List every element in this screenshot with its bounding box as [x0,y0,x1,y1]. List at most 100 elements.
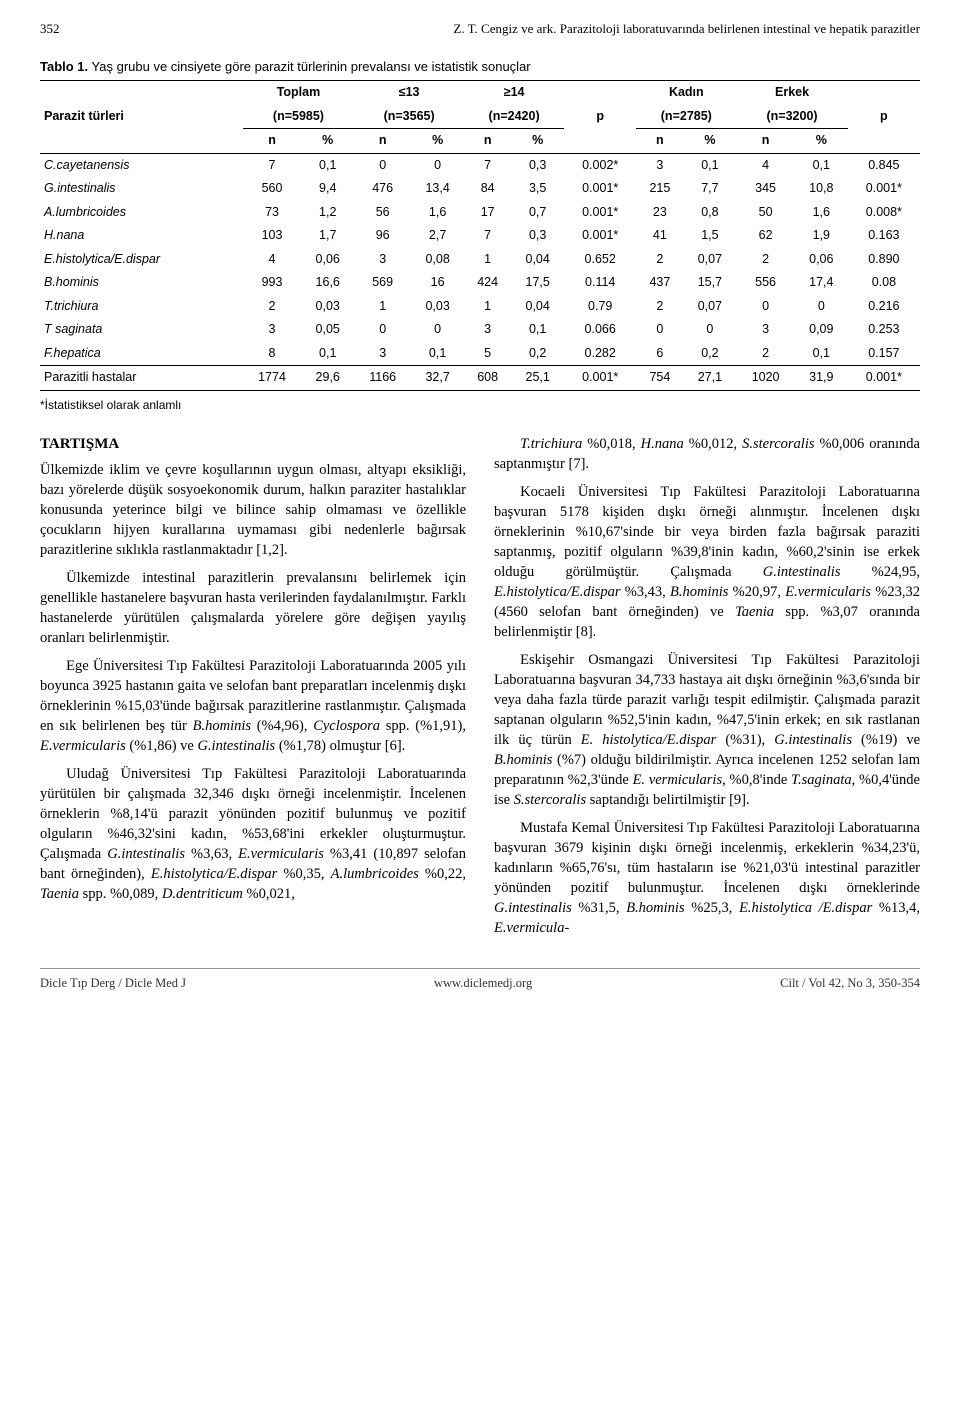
table-cell: 7 [464,224,511,248]
hdr-ge14: ≥14 [464,81,564,105]
table-cell: 1774 [243,366,302,391]
table-cell: 0.216 [848,295,920,319]
hdr-p2: p [848,81,920,154]
table-cell: 8 [243,342,302,366]
hdr-female-n: (n=2785) [636,105,736,129]
table-cell: 476 [354,177,411,201]
table-cell: 0,03 [411,295,464,319]
table-row: C.cayetanensis70,10070,30.002*30,140,10.… [40,153,920,177]
table-row: Parazitli hastalar177429,6116632,760825,… [40,366,920,391]
table-row: E.histolytica/E.dispar40,0630,0810,040.6… [40,248,920,272]
table-cell: 3 [354,342,411,366]
table-row: B.hominis99316,65691642417,50.11443715,7… [40,271,920,295]
table-cell: 50 [736,201,795,225]
table-cell: 0.08 [848,271,920,295]
table-cell: 0,07 [683,295,736,319]
species-name: Parazitli hastalar [40,366,243,391]
table-cell: 16,6 [301,271,354,295]
table-cell: 0 [411,318,464,342]
hdr-p1: p [564,81,636,154]
table-cell: 0.002* [564,153,636,177]
table-cell: 1,6 [411,201,464,225]
footer-left: Dicle Tıp Derg / Dicle Med J [40,975,186,993]
table-cell: 0,04 [511,295,564,319]
discussion-columns: TARTIŞMA Ülkemizde iklim ve çevre koşull… [40,434,920,938]
table-cell: 0.845 [848,153,920,177]
footer-center: www.diclemedj.org [434,975,532,993]
sub-n: n [243,129,302,154]
table-cell: 1 [354,295,411,319]
table-cell: 0,1 [511,318,564,342]
hdr-le13: ≤13 [354,81,464,105]
table-cell: 1,2 [301,201,354,225]
table-cell: 0.001* [564,366,636,391]
table-cell: 3 [636,153,683,177]
table-cell: 0 [354,318,411,342]
table-cell: 0,07 [683,248,736,272]
table-cell: 1 [464,295,511,319]
sub-n: n [354,129,411,154]
table-cell: 84 [464,177,511,201]
table-cell: 424 [464,271,511,295]
body-paragraph: Ülkemizde iklim ve çevre koşullarının uy… [40,460,466,560]
table-cell: 0,1 [301,153,354,177]
table-cell: 0 [411,153,464,177]
table-cell: 9,4 [301,177,354,201]
table-cell: 0,06 [301,248,354,272]
sub-n: n [464,129,511,154]
table-cell: 560 [243,177,302,201]
species-name: T.trichiura [40,295,243,319]
table-row: G.intestinalis5609,447613,4843,50.001*21… [40,177,920,201]
table-cell: 1,6 [795,201,848,225]
table-cell: 0.282 [564,342,636,366]
table-caption-text: Yaş grubu ve cinsiyete göre parazit türl… [92,59,531,74]
table-cell: 0.163 [848,224,920,248]
table-cell: 2 [636,248,683,272]
hdr-male: Erkek [736,81,847,105]
table-footnote: *İstatistiksel olarak anlamlı [40,397,920,414]
table-cell: 0,04 [511,248,564,272]
sub-pct: % [411,129,464,154]
hdr-total: Toplam [243,81,354,105]
sub-pct: % [795,129,848,154]
table-row: F.hepatica80,130,150,20.28260,220,10.157 [40,342,920,366]
table-cell: 0,3 [511,224,564,248]
table-cell: 7 [464,153,511,177]
table-cell: 5 [464,342,511,366]
table-row: H.nana1031,7962,770,30.001*411,5621,90.1… [40,224,920,248]
footer-right: Cilt / Vol 42, No 3, 350-354 [780,975,920,993]
table-cell: 62 [736,224,795,248]
table-cell: 0,3 [511,153,564,177]
table-cell: 7 [243,153,302,177]
table-cell: 27,1 [683,366,736,391]
species-name: F.hepatica [40,342,243,366]
table-cell: 0,7 [511,201,564,225]
table-cell: 23 [636,201,683,225]
table-cell: 0,1 [301,342,354,366]
body-paragraph: Mustafa Kemal Üniversitesi Tıp Fakültesi… [494,818,920,938]
body-paragraph: T.trichiura %0,018, H.nana %0,012, S.ste… [494,434,920,474]
body-paragraph: Eskişehir Osmangazi Üniversitesi Tıp Fak… [494,650,920,810]
running-title: Z. T. Cengiz ve ark. Parazitoloji labora… [453,20,920,38]
table-cell: 96 [354,224,411,248]
table-row: T.trichiura20,0310,0310,040.7920,07000.2… [40,295,920,319]
table-cell: 1020 [736,366,795,391]
table-cell: 0.79 [564,295,636,319]
table-cell: 0.001* [848,177,920,201]
table-row: T saginata30,050030,10.0660030,090.253 [40,318,920,342]
table-cell: 0.001* [848,366,920,391]
table-cell: 0,03 [301,295,354,319]
sub-pct: % [511,129,564,154]
table-cell: 0.890 [848,248,920,272]
sub-pct: % [301,129,354,154]
table-cell: 0 [354,153,411,177]
table-cell: 2 [243,295,302,319]
table-cell: 0.001* [564,177,636,201]
table-cell: 4 [736,153,795,177]
table-cell: 17 [464,201,511,225]
species-name: E.histolytica/E.dispar [40,248,243,272]
table-cell: 608 [464,366,511,391]
sub-n: n [736,129,795,154]
table-cell: 0,1 [411,342,464,366]
table-cell: 15,7 [683,271,736,295]
